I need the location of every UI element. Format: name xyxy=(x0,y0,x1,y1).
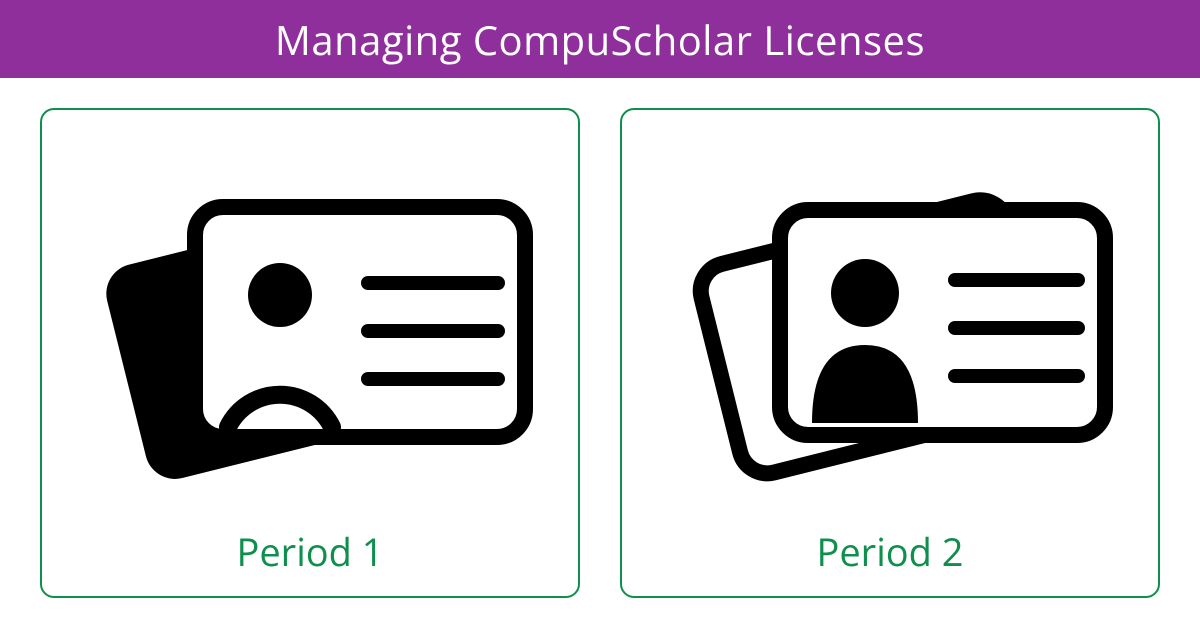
id-cards-icon xyxy=(80,135,540,515)
card-icon-wrap xyxy=(52,130,568,520)
card-period-2[interactable]: Period 2 xyxy=(620,108,1160,598)
header-banner: Managing CompuScholar Licenses xyxy=(0,0,1200,78)
page-title: Managing CompuScholar Licenses xyxy=(275,12,925,67)
card-period-1[interactable]: Period 1 xyxy=(40,108,580,598)
id-cards-icon xyxy=(660,135,1120,515)
card-label: Period 2 xyxy=(816,526,963,578)
card-label: Period 1 xyxy=(236,526,383,578)
cards-row: Period 1 Period 2 xyxy=(0,78,1200,598)
card-icon-wrap xyxy=(632,130,1148,520)
